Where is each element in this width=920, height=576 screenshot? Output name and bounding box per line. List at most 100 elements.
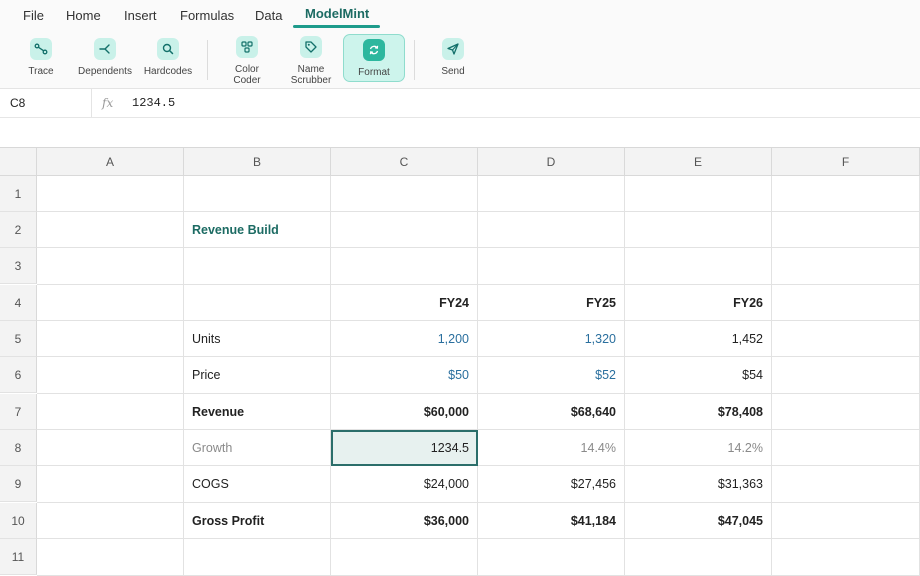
cell-b4[interactable] [184,285,331,321]
name-scrubber-button[interactable]: Name Scrubber [288,34,334,86]
cell-f11[interactable] [772,539,920,576]
cell-c10[interactable]: $36,000 [331,503,478,539]
tab-file[interactable]: File [23,8,44,23]
cell-e7[interactable]: $78,408 [625,394,772,430]
cell-b2[interactable]: Revenue Build [184,212,331,248]
cell-d3[interactable] [478,248,625,285]
cell-d4[interactable]: FY25 [478,285,625,321]
cell-e2[interactable] [625,212,772,248]
cell-e4[interactable]: FY26 [625,285,772,321]
cell-f6[interactable] [772,357,920,394]
cell-a3[interactable] [37,248,184,285]
cell-f1[interactable] [772,176,920,212]
cell-c8[interactable]: 1234.5 [331,430,478,466]
column-header-f[interactable]: F [772,148,920,176]
cell-d11[interactable] [478,539,625,576]
cell-c9[interactable]: $24,000 [331,466,478,503]
tab-insert[interactable]: Insert [124,8,157,23]
row-header-6[interactable]: 6 [0,357,37,393]
column-header-d[interactable]: D [478,148,625,176]
cell-e8[interactable]: 14.2% [625,430,772,466]
cell-f2[interactable] [772,212,920,248]
cell-a5[interactable] [37,321,184,357]
column-header-b[interactable]: B [184,148,331,176]
formula-bar: C8 fx 1234.5 [0,89,920,118]
cell-a7[interactable] [37,394,184,430]
cell-a1[interactable] [37,176,184,212]
cell-e3[interactable] [625,248,772,285]
cell-f10[interactable] [772,503,920,539]
cell-b5[interactable]: Units [184,321,331,357]
cell-e6[interactable]: $54 [625,357,772,394]
cell-f7[interactable] [772,394,920,430]
tab-modelmint[interactable]: ModelMint [305,6,370,21]
cell-d10[interactable]: $41,184 [478,503,625,539]
row-header-7[interactable]: 7 [0,394,37,430]
cell-c11[interactable] [331,539,478,576]
cell-f8[interactable] [772,430,920,466]
tab-home[interactable]: Home [66,8,101,23]
cell-a4[interactable] [37,285,184,321]
cell-b11[interactable] [184,539,331,576]
cell-d9[interactable]: $27,456 [478,466,625,503]
column-header-e[interactable]: E [625,148,772,176]
column-header-a[interactable]: A [37,148,184,176]
cell-f5[interactable] [772,321,920,357]
cell-d6[interactable]: $52 [478,357,625,394]
cell-f9[interactable] [772,466,920,503]
cell-d5[interactable]: 1,320 [478,321,625,357]
send-button[interactable]: Send [432,34,474,84]
cell-a6[interactable] [37,357,184,394]
cell-c7[interactable]: $60,000 [331,394,478,430]
dependents-button[interactable]: Dependents [77,34,133,84]
cell-c2[interactable] [331,212,478,248]
cell-e5[interactable]: 1,452 [625,321,772,357]
cell-a8[interactable] [37,430,184,466]
cell-f3[interactable] [772,248,920,285]
format-button[interactable]: Format [343,34,405,82]
cell-c6[interactable]: $50 [331,357,478,394]
tab-data[interactable]: Data [255,8,283,23]
cell-f4[interactable] [772,285,920,321]
cell-a2[interactable] [37,212,184,248]
cell-c4[interactable]: FY24 [331,285,478,321]
cell-b3[interactable] [184,248,331,285]
hardcodes-button[interactable]: Hardcodes [143,34,193,84]
row-header-3[interactable]: 3 [0,248,37,284]
cell-e11[interactable] [625,539,772,576]
cell-c3[interactable] [331,248,478,285]
cell-d1[interactable] [478,176,625,212]
cell-a9[interactable] [37,466,184,503]
cell-d8[interactable]: 14.4% [478,430,625,466]
cell-c5[interactable]: 1,200 [331,321,478,357]
color-coder-button[interactable]: Color Coder [226,34,268,86]
cell-b6[interactable]: Price [184,357,331,394]
cell-b7[interactable]: Revenue [184,394,331,430]
cell-b8[interactable]: Growth [184,430,331,466]
cell-b10[interactable]: Gross Profit [184,503,331,539]
cell-e9[interactable]: $31,363 [625,466,772,503]
trace-button[interactable]: Trace [20,34,62,84]
row-header-11[interactable]: 11 [0,539,37,575]
tab-formulas[interactable]: Formulas [180,8,235,23]
cell-e1[interactable] [625,176,772,212]
row-header-2[interactable]: 2 [0,212,37,248]
cell-a11[interactable] [37,539,184,576]
cell-d2[interactable] [478,212,625,248]
cell-b9[interactable]: COGS [184,466,331,503]
cell-a10[interactable] [37,503,184,539]
row-header-1[interactable]: 1 [0,176,37,212]
name-box[interactable]: C8 [10,96,26,110]
row-header-8[interactable]: 8 [0,430,37,466]
column-header-c[interactable]: C [331,148,478,176]
cell-b1[interactable] [184,176,331,212]
select-all-corner[interactable] [0,148,37,176]
cell-e10[interactable]: $47,045 [625,503,772,539]
row-header-5[interactable]: 5 [0,321,37,357]
row-header-10[interactable]: 10 [0,503,37,539]
row-header-4[interactable]: 4 [0,285,37,321]
cell-d7[interactable]: $68,640 [478,394,625,430]
row-header-9[interactable]: 9 [0,466,37,502]
cell-c1[interactable] [331,176,478,212]
formula-input[interactable]: 1234.5 [132,96,176,110]
